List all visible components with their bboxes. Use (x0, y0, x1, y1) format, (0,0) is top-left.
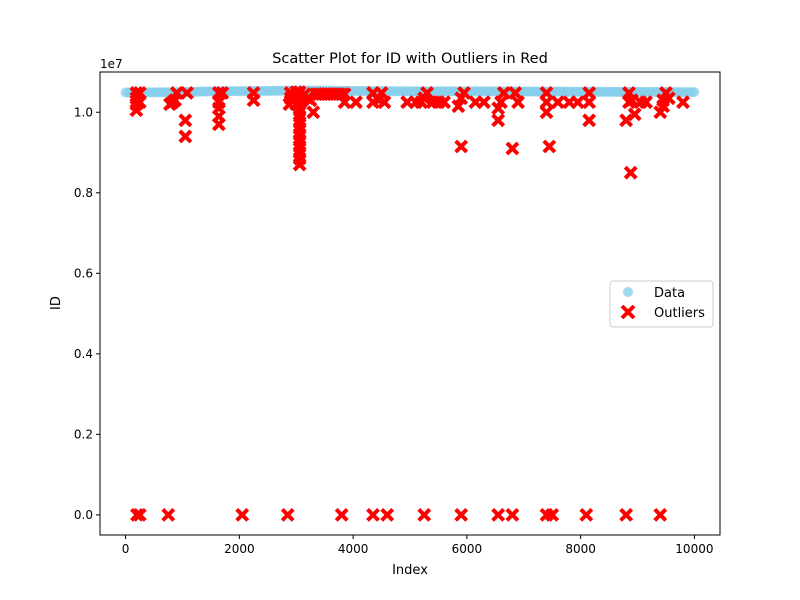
x-tick-label: 6000 (452, 542, 483, 556)
y-tick-label: 0.4 (74, 347, 93, 361)
outlier-point (511, 95, 525, 110)
x-tick-label: 0 (122, 542, 130, 556)
outlier-point (380, 507, 395, 522)
outlier-point (496, 86, 511, 100)
outlier-point (491, 507, 506, 522)
outlier-point (619, 507, 634, 522)
outlier-point (582, 86, 597, 100)
legend-data-label: Data (654, 286, 685, 301)
legend-outlier-marker (620, 304, 636, 320)
y-tick-label: 0.8 (74, 186, 93, 200)
outlier-point (129, 86, 144, 100)
outlier-point (306, 105, 321, 120)
outlier-point (477, 95, 491, 110)
y-tick-label: 0.2 (74, 427, 93, 441)
outlier-point (623, 165, 638, 180)
data-point (689, 87, 700, 98)
legend-outlier-label: Outliers (654, 306, 705, 321)
outlier-point (215, 86, 230, 100)
outlier-point (337, 87, 352, 102)
outlier-point (132, 86, 147, 100)
outlier-point (653, 507, 668, 522)
plot-area (120, 85, 700, 522)
outlier-point (454, 139, 469, 154)
outlier-point (374, 86, 389, 100)
outlier-point (545, 507, 560, 522)
chart-title: Scatter Plot for ID with Outliers in Red (272, 51, 548, 67)
outlier-point (377, 95, 392, 110)
outlier-point (582, 113, 597, 128)
outlier-point (178, 113, 193, 128)
outlier-point (491, 113, 506, 128)
outlier-point (235, 507, 250, 522)
outlier-point (661, 91, 676, 106)
outlier-series (129, 85, 690, 522)
outlier-point (132, 507, 147, 522)
outlier-point (454, 507, 469, 522)
outlier-point (420, 86, 434, 100)
outlier-point (366, 507, 380, 522)
x-tick-label: 10000 (675, 542, 713, 556)
legend-box (609, 280, 714, 328)
y-axis: 0.0 0.2 0.4 0.6 0.8 1.0 (74, 105, 100, 522)
y-tick-label: 0.0 (74, 508, 93, 522)
outlier-point (457, 86, 471, 100)
outlier-point (280, 507, 295, 522)
x-axis-label: Index (392, 563, 428, 578)
outlier-point (437, 95, 452, 110)
outlier-point (334, 507, 349, 522)
x-tick-label: 8000 (565, 542, 596, 556)
y-tick-label: 1.0 (74, 105, 93, 119)
outlier-point (508, 86, 523, 100)
y-axis-label: ID (49, 296, 64, 310)
x-tick-label: 4000 (338, 542, 369, 556)
axes-frame (99, 71, 721, 536)
outlier-point (494, 95, 508, 110)
outlier-point (505, 507, 520, 522)
outlier-point (579, 507, 594, 522)
x-axis: 0 2000 4000 6000 8000 10000 (122, 535, 713, 556)
outlier-point (169, 86, 184, 100)
y-tick-label: 0.6 (74, 266, 93, 280)
legend: Data Outliers (609, 280, 714, 328)
outlier-point (161, 507, 176, 522)
data-series (120, 85, 700, 98)
outlier-point (130, 507, 144, 522)
outlier-point (246, 86, 261, 100)
x-tick-label: 2000 (224, 542, 255, 556)
outlier-point (676, 95, 690, 110)
outlier-point (570, 95, 585, 110)
outlier-point (505, 141, 520, 156)
outlier-point (211, 86, 226, 100)
legend-data-marker (623, 287, 633, 297)
outlier-point (542, 139, 557, 154)
outlier-point (349, 95, 363, 110)
y-offset-label: 1e7 (100, 57, 123, 71)
outlier-point (180, 86, 194, 100)
outlier-point (550, 95, 565, 110)
outlier-point (178, 129, 193, 144)
outlier-point (639, 95, 653, 110)
outlier-point (417, 507, 432, 522)
outlier-point (627, 107, 642, 122)
outlier-point (539, 86, 554, 100)
